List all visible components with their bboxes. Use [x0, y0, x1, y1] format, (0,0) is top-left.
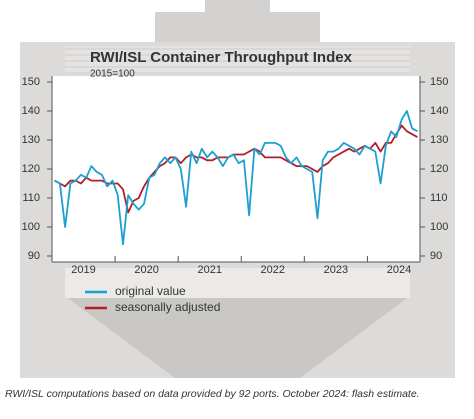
- y2-tick-label: 100: [430, 221, 448, 233]
- footnote: RWI/ISL computations based on data provi…: [5, 388, 420, 400]
- y-tick-label: 90: [28, 250, 40, 262]
- x-tick-label: 2021: [197, 264, 221, 276]
- x-tick-label: 2023: [324, 264, 348, 276]
- y2-tick-label: 120: [430, 163, 448, 175]
- legend-label: seasonally adjusted: [115, 300, 220, 314]
- series-line: [54, 124, 418, 214]
- chart-title: RWI/ISL Container Throughput Index: [90, 49, 353, 66]
- x-tick-label: 2020: [134, 264, 158, 276]
- x-tick-label: 2024: [387, 264, 411, 276]
- y-tick-label: 100: [22, 221, 40, 233]
- y-tick-label: 130: [22, 134, 40, 146]
- y-tick-label: 150: [22, 76, 40, 88]
- y2-tick-label: 150: [430, 76, 448, 88]
- series-line: [54, 110, 418, 246]
- y-tick-label: 140: [22, 105, 40, 117]
- y2-tick-label: 140: [430, 105, 448, 117]
- y2-tick-label: 130: [430, 134, 448, 146]
- ship-background: [20, 0, 455, 378]
- y2-tick-label: 110: [430, 192, 448, 204]
- y-tick-label: 110: [22, 192, 40, 204]
- y-tick-label: 120: [22, 163, 40, 175]
- legend-label: original value: [115, 284, 186, 298]
- x-tick-label: 2019: [71, 264, 95, 276]
- chart-subtitle: 2015=100: [90, 69, 135, 80]
- y2-tick-label: 90: [430, 250, 442, 262]
- x-tick-label: 2022: [261, 264, 285, 276]
